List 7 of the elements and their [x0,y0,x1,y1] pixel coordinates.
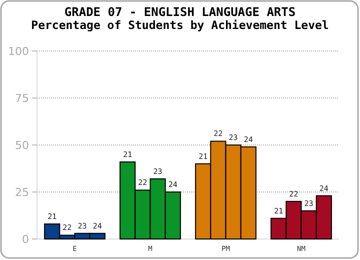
y-tick-label: 50 [15,138,29,152]
y-tick-label: 25 [15,186,29,199]
y-tick-label: 0 [22,232,29,246]
chart-subtitle: Percentage of Students by Achievement Level [31,18,329,32]
y-tick-label: 75 [15,92,29,105]
chart-title: GRADE 07 - ENGLISH LANGUAGE ARTS [64,5,296,19]
y-tick-label: 100 [8,44,29,58]
